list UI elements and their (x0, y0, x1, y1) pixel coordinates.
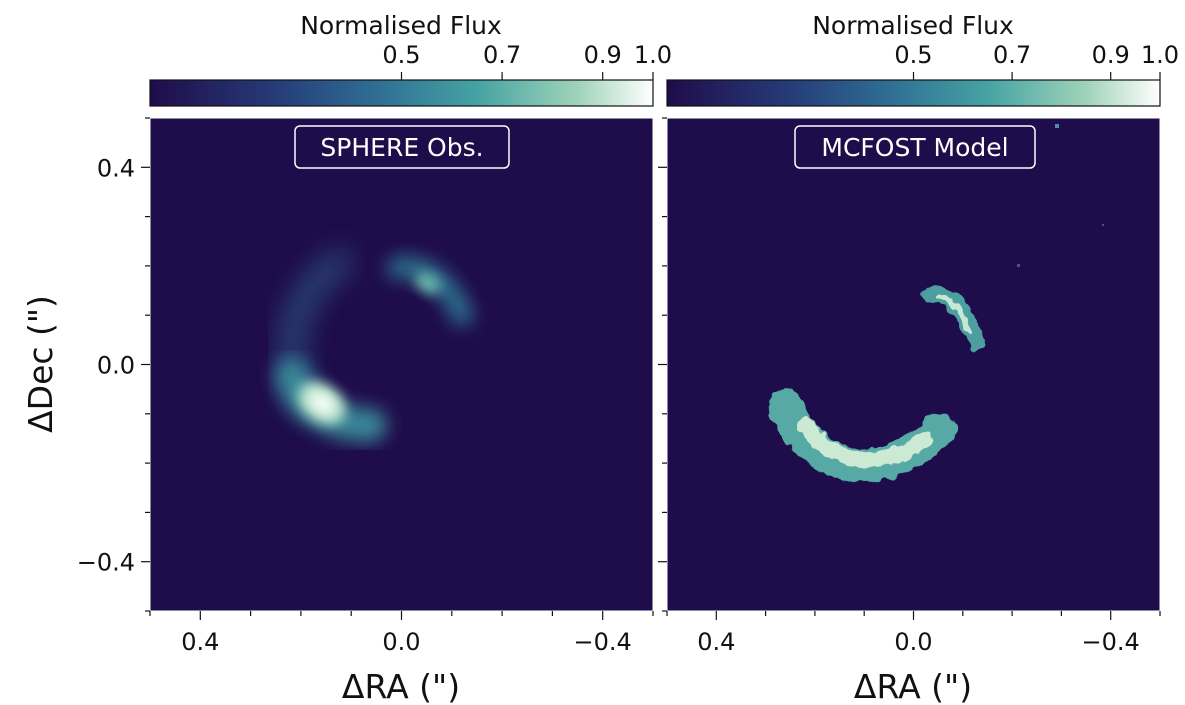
colorbar-tick-label: 0.9 (1092, 41, 1130, 69)
colorbar (149, 79, 654, 107)
colorbar-tick-label: 1.0 (1141, 41, 1179, 69)
colorbar-tick-label: 0.5 (382, 41, 420, 69)
x-axis-ticks: 0.4 0.0 −0.4 (149, 611, 654, 656)
colorbar (666, 79, 1161, 107)
y-tick-label: 0.0 (97, 352, 135, 380)
x-tick-label: 0.0 (382, 628, 420, 656)
image-background (667, 118, 1160, 611)
y-axis-label: ΔDec (") (21, 295, 60, 433)
x-tick-label: 0.0 (894, 628, 932, 656)
colorbar-title: Normalised Flux (812, 11, 1014, 40)
y-tick-label: 0.4 (97, 154, 135, 182)
x-tick-label: 0.4 (181, 628, 219, 656)
x-tick-label: −0.4 (1082, 628, 1140, 656)
panel-label-box (794, 125, 1036, 169)
colorbar-tick-label: 0.7 (483, 41, 521, 69)
colorbar-tick-label: 1.0 (634, 41, 672, 69)
y-tick-label: −0.4 (77, 549, 135, 577)
y-axis-ticks: 0.4 0.0 −0.4 (77, 117, 150, 612)
colorbar-title: Normalised Flux (300, 11, 502, 40)
x-axis-label: ΔRA (") (342, 667, 460, 705)
colorbar-tick-label: 0.9 (584, 41, 622, 69)
x-axis-label: ΔRA (") (854, 667, 972, 705)
colorbar-tick-label: 0.7 (993, 41, 1031, 69)
image-background (150, 118, 653, 611)
disk-emission (768, 124, 1104, 482)
colorbar-ticks: 0.5 0.7 0.9 1.0 (382, 41, 672, 80)
panel-label-box (294, 125, 510, 169)
colorbar-ticks: 0.5 0.7 0.9 1.0 (894, 41, 1179, 80)
y-axis-ticks (658, 117, 667, 612)
disk-emission (275, 250, 473, 442)
panel-label-mcfost: MCFOST Model (821, 133, 1008, 162)
panel-mcfost: Normalised Flux 0.5 0.7 0.9 1.0 MCFOST Mode… (658, 11, 1179, 705)
panel-label-sphere: SPHERE Obs. (320, 133, 483, 162)
x-tick-label: 0.4 (697, 628, 735, 656)
x-axis-ticks: 0.4 0.0 −0.4 (666, 611, 1161, 656)
panel-sphere: Normalised Flux 0.5 0.7 0.9 1.0 SPHERE Obs.… (21, 11, 672, 705)
x-tick-label: −0.4 (574, 628, 632, 656)
colorbar-tick-label: 0.5 (894, 41, 932, 69)
